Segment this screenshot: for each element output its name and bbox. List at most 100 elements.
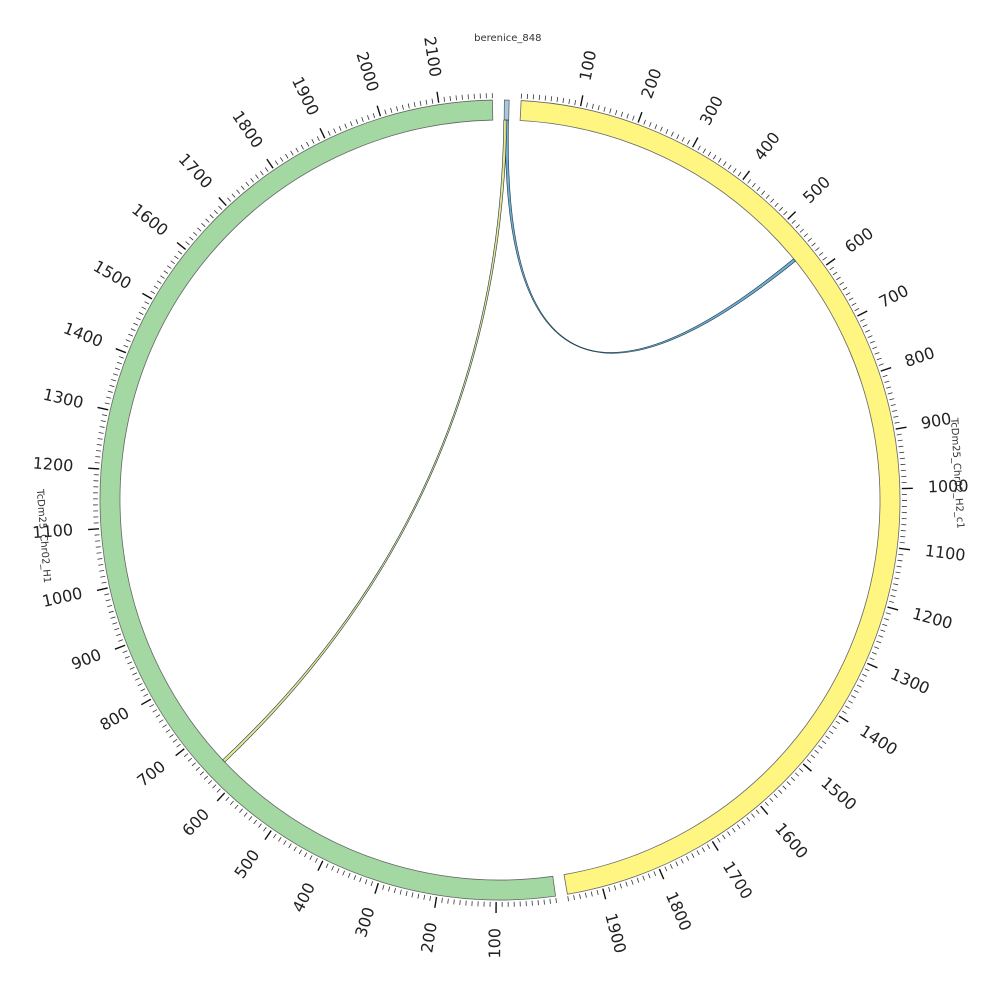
major-tick-h2 [579,95,584,107]
minor-tick-h1 [234,804,239,810]
minor-tick-h2 [603,106,606,112]
minor-tick-h2 [865,329,871,333]
tick-label-h2: 1000 [928,476,969,496]
minor-tick-h2 [620,111,624,117]
minor-tick-h1 [132,672,138,676]
minor-tick-h1 [388,886,391,892]
minor-tick-h2 [567,896,569,902]
minor-tick-h2 [615,110,618,116]
minor-tick-h1 [176,743,181,748]
minor-tick-h2 [670,131,674,137]
minor-tick-h1 [205,218,210,223]
minor-tick-h2 [798,768,804,773]
minor-tick-h1 [129,666,135,670]
minor-tick-h1 [453,899,455,905]
major-tick-h2 [602,888,607,900]
minor-tick-h2 [790,776,796,781]
minor-tick-h2 [579,893,581,900]
minor-tick-h1 [449,96,451,102]
minor-tick-h1 [107,605,113,608]
minor-tick-h1 [183,753,189,757]
tick-label-h2: 200 [637,66,665,101]
minor-tick-h1 [555,898,557,904]
minor-tick-h1 [165,729,171,733]
minor-tick-h1 [123,344,129,348]
minor-tick-h2 [872,346,878,350]
minor-tick-h2 [774,202,779,207]
tick-label-h2: 1900 [601,911,630,955]
tick-label-h1: 200 [417,921,441,954]
minor-tick-h1 [405,891,408,897]
minor-tick-h1 [118,639,124,642]
minor-tick-h2 [625,881,628,887]
minor-tick-h2 [848,297,854,301]
minor-tick-h2 [664,866,668,872]
minor-tick-h1 [130,328,136,332]
minor-tick-h2 [894,421,900,424]
minor-tick-h1 [160,275,165,279]
minor-tick-h1 [419,100,422,106]
minor-tick-h1 [344,123,348,129]
minor-tick-h2 [862,324,868,328]
minor-tick-h2 [687,139,691,145]
tick-label-h2: 900 [919,409,952,433]
minor-tick-h1 [98,432,104,434]
minor-tick-h1 [185,241,190,246]
tick-label-h1: 700 [133,757,169,791]
minor-tick-h2 [882,623,888,627]
minor-tick-h2 [845,705,850,709]
minor-tick-h2 [631,879,634,885]
minor-tick-h2 [773,793,778,799]
minor-tick-h2 [747,179,752,184]
minor-tick-h2 [853,689,859,693]
minor-tick-h2 [717,837,721,843]
minor-tick-h2 [669,863,673,869]
minor-tick-h2 [880,629,886,632]
major-tick-h1 [88,528,100,531]
minor-tick-h1 [253,819,258,825]
minor-tick-h1 [347,872,351,878]
minor-tick-h1 [293,846,297,852]
minor-tick-h2 [811,242,816,247]
major-tick-h1 [96,587,108,592]
minor-tick-h1 [97,558,103,560]
minor-tick-h2 [647,873,651,879]
minor-tick-h2 [680,858,684,864]
minor-tick-h2 [723,161,727,166]
tick-label-h1: 2100 [420,35,445,78]
minor-tick-h2 [741,820,746,826]
minor-tick-h1 [152,709,158,713]
minor-tick-h1 [218,205,223,210]
minor-tick-h2 [736,824,741,829]
minor-tick-h1 [99,569,105,572]
minor-tick-h2 [842,287,848,291]
minor-tick-h1 [549,898,551,904]
major-tick-h1 [175,748,185,757]
minor-tick-h1 [177,250,183,255]
minor-tick-h2 [890,404,896,407]
minor-tick-h1 [166,265,172,269]
minor-tick-h1 [367,115,370,121]
major-tick-h1 [216,792,226,802]
minor-tick-h2 [778,789,783,794]
minor-tick-h2 [756,186,761,192]
minor-tick-h2 [591,103,594,109]
minor-tick-h2 [654,124,658,130]
minor-tick-h1 [137,683,143,687]
minor-tick-h1 [172,739,178,743]
minor-tick-h2 [876,357,882,361]
minor-tick-h2 [665,129,669,134]
minor-tick-h1 [353,875,357,881]
tick-label-h2: 500 [799,172,834,207]
minor-tick-h2 [882,374,888,378]
minor-tick-h1 [124,655,130,659]
minor-tick-h1 [212,784,217,789]
minor-tick-h1 [101,414,108,417]
minor-tick-h2 [869,340,875,344]
tick-label-h1: 1100 [32,520,74,542]
minor-tick-h2 [899,541,905,544]
minor-tick-h1 [109,384,115,388]
minor-tick-h2 [835,720,841,725]
minor-tick-h1 [98,564,104,566]
minor-tick-h2 [871,651,877,655]
